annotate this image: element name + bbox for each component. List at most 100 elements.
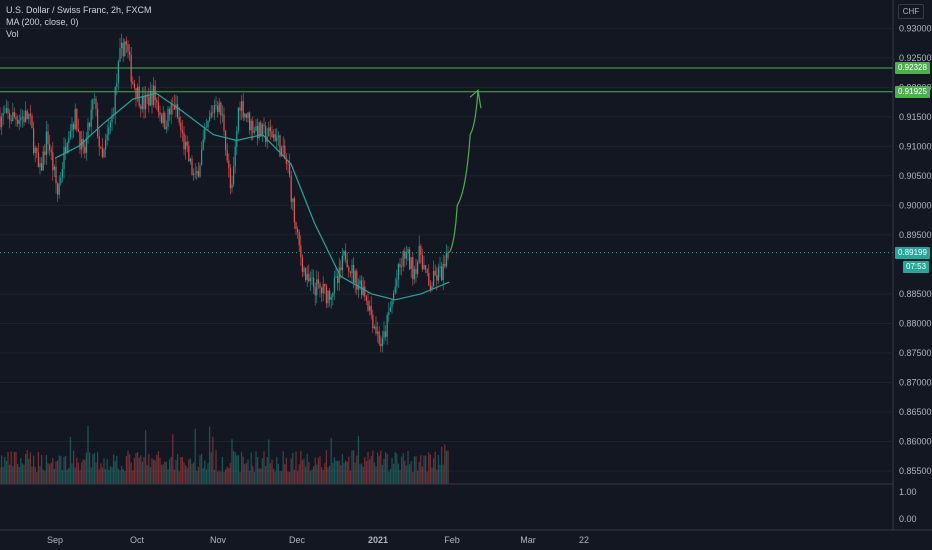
candle-188 bbox=[300, 235, 302, 266]
candle-body bbox=[442, 263, 444, 281]
volume-bar bbox=[20, 458, 22, 484]
candle-body bbox=[162, 112, 164, 123]
candle-body bbox=[297, 228, 299, 233]
candle-body bbox=[103, 149, 105, 157]
candle-body bbox=[178, 117, 180, 123]
price-tick-label: 0.86500 bbox=[899, 407, 932, 417]
volume-bar bbox=[332, 462, 334, 484]
candle-63 bbox=[100, 146, 102, 150]
candle-166 bbox=[265, 121, 267, 147]
volume-bar bbox=[138, 457, 140, 484]
candle-85 bbox=[135, 87, 137, 107]
candle-86 bbox=[137, 83, 139, 103]
candle-body bbox=[268, 127, 270, 137]
candle-150 bbox=[239, 101, 241, 121]
candle-136 bbox=[217, 100, 219, 118]
candle-27 bbox=[42, 146, 44, 171]
candle-body bbox=[180, 122, 182, 131]
candle-body bbox=[252, 120, 254, 133]
candle-body bbox=[194, 173, 196, 174]
candle-244 bbox=[389, 301, 391, 312]
volume-bar bbox=[210, 452, 212, 484]
candle-body bbox=[186, 141, 188, 146]
candle-body bbox=[375, 326, 377, 334]
candle-body bbox=[433, 270, 435, 287]
volume-bar bbox=[85, 452, 87, 484]
candle-body bbox=[277, 135, 279, 137]
candle-127 bbox=[202, 129, 204, 151]
volume-bar bbox=[407, 451, 409, 484]
volume-bar bbox=[301, 460, 303, 484]
candle-159 bbox=[253, 126, 255, 135]
candle-132 bbox=[210, 105, 212, 119]
candle-body bbox=[41, 163, 43, 171]
candle-117 bbox=[186, 135, 188, 153]
volume-bar bbox=[93, 452, 95, 484]
volume-bar bbox=[57, 460, 59, 484]
candle-body bbox=[127, 44, 129, 52]
volume-bar bbox=[277, 463, 279, 484]
candle-55 bbox=[87, 118, 89, 144]
volume-bar bbox=[249, 471, 251, 484]
candle-body bbox=[359, 280, 361, 285]
candle-194 bbox=[309, 271, 311, 292]
volume-bar bbox=[423, 455, 425, 484]
candle-24 bbox=[37, 142, 39, 168]
candle-137 bbox=[218, 98, 220, 115]
volume-bar bbox=[281, 471, 283, 484]
chart-legend: U.S. Dollar / Swiss Franc, 2h, FXCM MA (… bbox=[6, 4, 152, 40]
volume-bar bbox=[100, 463, 102, 484]
time-tick-label: Sep bbox=[47, 535, 63, 545]
volume-bar bbox=[381, 464, 383, 484]
candle-180 bbox=[287, 160, 289, 173]
volume-bar bbox=[383, 458, 385, 484]
candle-body bbox=[426, 269, 428, 273]
volume-bar bbox=[82, 459, 84, 484]
candle-25 bbox=[39, 157, 41, 175]
candle-body bbox=[274, 134, 276, 142]
candle-202 bbox=[322, 276, 324, 302]
candle-239 bbox=[381, 330, 383, 353]
candle-body bbox=[220, 102, 222, 116]
volume-bar bbox=[194, 428, 196, 484]
volume-bar bbox=[394, 451, 396, 484]
candle-body bbox=[265, 125, 267, 142]
candle-body bbox=[81, 139, 83, 150]
candle-body bbox=[284, 145, 286, 159]
candle-113 bbox=[180, 116, 182, 138]
candle-253 bbox=[404, 247, 406, 268]
volume-bar bbox=[127, 450, 129, 484]
candle-20 bbox=[31, 112, 33, 129]
candle-body bbox=[212, 112, 214, 114]
volume-bar bbox=[165, 461, 167, 484]
volume-bar bbox=[279, 471, 281, 484]
candle-144 bbox=[229, 163, 231, 195]
candle-89 bbox=[141, 87, 143, 113]
candle-62 bbox=[98, 129, 100, 156]
candle-12 bbox=[18, 114, 20, 131]
candle-211 bbox=[337, 272, 339, 291]
currency-unit-button[interactable]: CHF bbox=[898, 4, 924, 19]
candle-body bbox=[73, 124, 75, 130]
candle-body bbox=[429, 285, 431, 290]
volume-bar bbox=[292, 452, 294, 484]
candle-body bbox=[364, 286, 366, 297]
volume-bar bbox=[346, 461, 348, 484]
candle-body bbox=[98, 136, 100, 147]
volume-bar bbox=[373, 462, 375, 484]
candle-32 bbox=[50, 146, 52, 161]
volume-bar bbox=[47, 463, 49, 484]
volume-bar bbox=[401, 456, 403, 484]
volume-bar bbox=[375, 466, 377, 484]
candle-body bbox=[173, 105, 175, 110]
volume-bar bbox=[9, 464, 11, 484]
volume-bar bbox=[81, 462, 83, 484]
candle-body bbox=[415, 268, 417, 274]
candle-body bbox=[69, 131, 71, 138]
volume-bar bbox=[15, 451, 17, 484]
candle-75 bbox=[119, 37, 121, 63]
candle-214 bbox=[341, 248, 343, 279]
candle-body bbox=[362, 286, 364, 296]
candle-240 bbox=[383, 320, 385, 345]
